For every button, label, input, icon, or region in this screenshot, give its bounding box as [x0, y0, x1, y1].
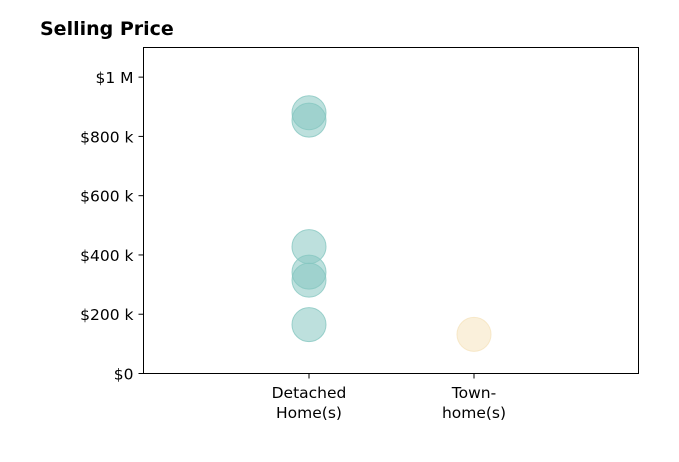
y-tick-label: $200 k: [80, 306, 133, 324]
plot-marks: [291, 95, 492, 352]
data-point: [291, 262, 327, 298]
y-tick-label: $0: [114, 366, 134, 384]
y-tick-label: $600 k: [80, 188, 133, 206]
x-tick-label: Town-home(s): [442, 384, 506, 422]
data-point: [291, 102, 327, 138]
data-point: [291, 307, 327, 343]
y-axis: $0 $200 k $400 k $600 k $800 k $1 M: [80, 69, 144, 384]
plot-frame: [143, 47, 639, 374]
chart-title: Selling Price: [40, 18, 174, 40]
y-tick-label: $800 k: [80, 128, 133, 146]
x-axis: Detached Home(s) Town-home(s): [272, 373, 506, 422]
data-point: [456, 316, 492, 352]
y-tick-label: $1 M: [95, 69, 133, 87]
y-tick-label: $400 k: [80, 247, 133, 265]
x-tick-label: Detached Home(s): [272, 384, 347, 422]
